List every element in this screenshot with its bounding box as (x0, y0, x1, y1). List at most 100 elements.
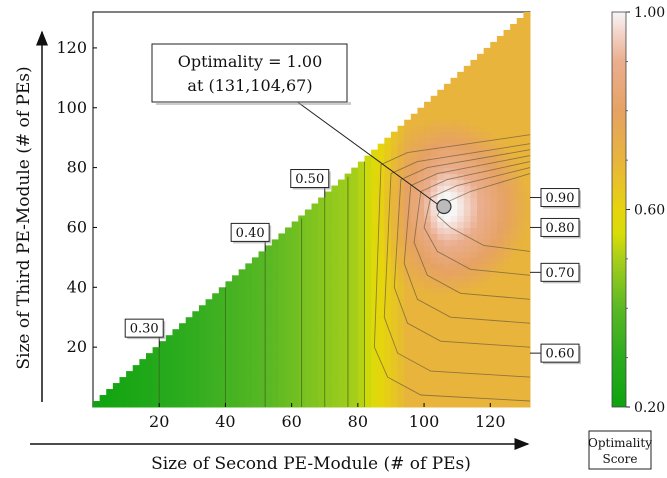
heat-cell (225, 371, 233, 378)
heat-cell (516, 197, 524, 205)
heat-cell (271, 281, 279, 288)
heat-cell (397, 311, 405, 318)
heat-cell (503, 71, 511, 79)
heat-cell (457, 191, 465, 199)
heat-cell (232, 287, 240, 294)
heat-cell (337, 197, 346, 205)
heat-cell (496, 335, 505, 342)
heat-cell (377, 143, 385, 151)
heat-cell (152, 389, 160, 396)
heat-cell (496, 215, 505, 222)
heat-cell (510, 143, 518, 151)
heat-cell (483, 389, 491, 396)
heat-cell (457, 341, 465, 348)
heat-cell (410, 293, 418, 300)
heat-cell (516, 137, 524, 145)
heat-cell (424, 365, 432, 372)
heat-cell (324, 287, 332, 294)
heat-cell (437, 155, 445, 163)
heat-cell (397, 251, 405, 258)
heat-cell (417, 323, 425, 330)
heat-cell (510, 275, 518, 282)
heat-cell (192, 353, 200, 360)
heat-cell (232, 359, 240, 366)
heat-cell (450, 365, 458, 372)
heat-cell (278, 239, 286, 246)
heat-cell (351, 233, 359, 240)
heat-cell (463, 149, 471, 157)
heat-cell (351, 383, 359, 390)
heat-cell (304, 281, 312, 288)
heat-cell (417, 263, 425, 270)
heat-cell (490, 101, 498, 109)
heat-cell (410, 353, 418, 360)
heat-cell (258, 323, 266, 330)
heat-cell (311, 275, 319, 282)
heat-cell (351, 239, 359, 246)
heat-cell (364, 227, 372, 234)
heat-cell (357, 161, 365, 169)
heat-cell (351, 245, 359, 252)
heat-cell (430, 365, 438, 372)
heat-cell (523, 239, 531, 246)
heat-cell (457, 323, 465, 330)
heat-cell (384, 143, 392, 151)
heat-cell (390, 251, 399, 258)
heat-cell (232, 305, 240, 312)
heat-cell (198, 389, 207, 396)
heat-cell (470, 239, 478, 246)
heat-cell (357, 233, 365, 240)
heat-cell (357, 359, 365, 366)
heat-cell (483, 53, 491, 61)
heat-cell (470, 299, 478, 306)
heat-cell (496, 83, 505, 91)
heat-cell (470, 287, 478, 294)
heat-cell (311, 371, 319, 378)
heat-cell (523, 257, 531, 264)
heat-cell (496, 47, 505, 55)
heat-cell (503, 299, 511, 306)
heat-cell (417, 353, 425, 360)
heat-cell (337, 347, 346, 354)
heat-cell (490, 287, 498, 294)
heat-cell (258, 311, 266, 318)
heat-cell (490, 47, 498, 55)
contour-label-text: 0.80 (546, 221, 575, 236)
heat-cell (238, 395, 246, 402)
heat-cell (351, 191, 359, 199)
heat-cell (278, 287, 286, 294)
heat-cell (364, 329, 372, 336)
heat-cell (503, 281, 511, 288)
heat-cell (238, 335, 246, 342)
heat-cell (410, 197, 418, 205)
heat-cell (397, 383, 405, 390)
heat-cell (424, 371, 432, 378)
heat-cell (404, 197, 412, 205)
heat-cell (384, 317, 392, 324)
y-tick-label: 40 (67, 277, 87, 296)
optimum-point-marker[interactable] (436, 198, 452, 215)
heat-cell (437, 335, 445, 342)
x-tick-label: 60 (281, 412, 301, 431)
x-axis-title: Size of Second PE-Module (# of PEs) (151, 454, 471, 474)
heat-cell (457, 101, 465, 109)
heat-cell (483, 197, 491, 205)
heat-cell (357, 293, 365, 300)
heat-cell (496, 245, 505, 252)
heat-cell (510, 89, 518, 97)
heat-cell (490, 107, 498, 115)
heat-cell (470, 125, 478, 133)
heat-cell (265, 359, 273, 366)
heat-cell (232, 329, 240, 336)
heat-cell (523, 149, 531, 157)
heat-cell (218, 389, 226, 396)
heat-cell (397, 305, 405, 312)
heat-cell (477, 131, 485, 139)
heat-cell (437, 143, 445, 151)
heat-cell (437, 221, 445, 228)
heat-cell (463, 371, 471, 378)
heat-cell (371, 353, 379, 360)
heat-cell (331, 275, 339, 282)
heat-cell (384, 383, 392, 390)
heat-cell (331, 239, 339, 246)
